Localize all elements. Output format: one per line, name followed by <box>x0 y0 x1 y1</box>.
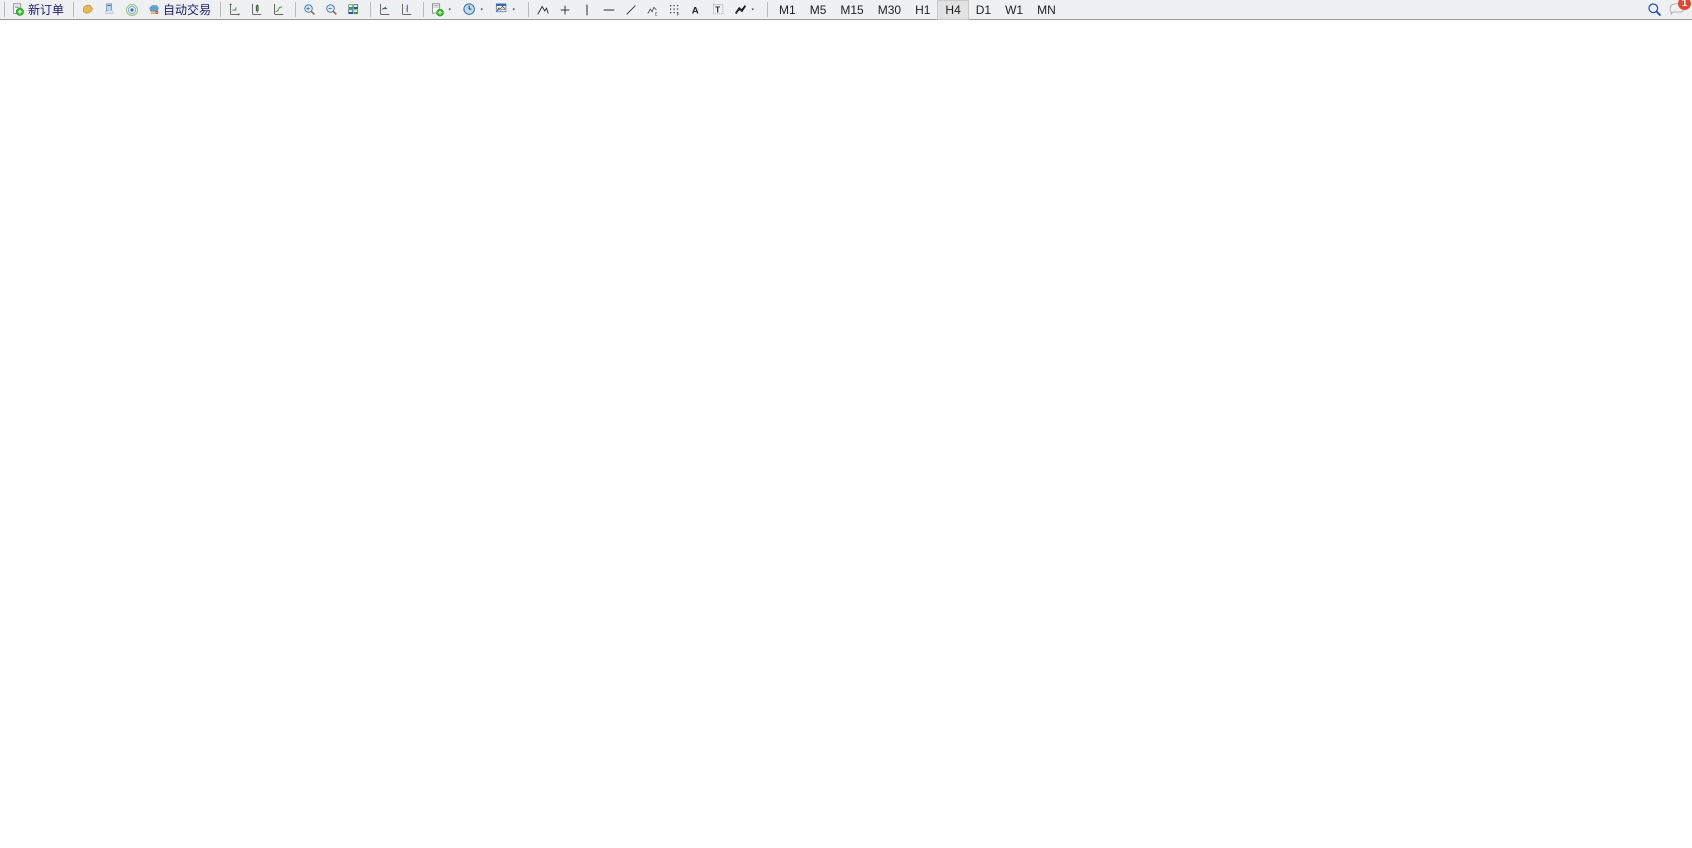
svg-text:T: T <box>715 5 720 14</box>
svg-text:E: E <box>655 11 658 16</box>
svg-text:F: F <box>677 12 680 17</box>
svg-text:A: A <box>692 5 699 16</box>
